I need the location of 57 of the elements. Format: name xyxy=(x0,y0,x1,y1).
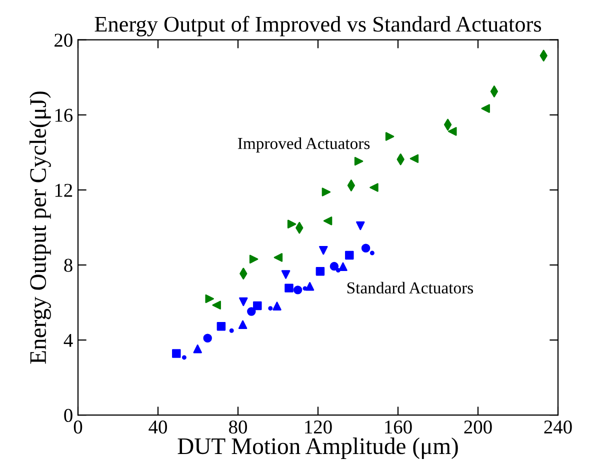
x-tick-label: 200 xyxy=(464,420,492,434)
y-tick-label: 20 xyxy=(54,34,72,47)
x-tick-label: 240 xyxy=(544,420,572,434)
point xyxy=(205,294,214,304)
point xyxy=(322,188,331,196)
point xyxy=(193,344,202,354)
point xyxy=(249,254,258,264)
point xyxy=(410,154,419,163)
x-tick-label: 120 xyxy=(305,420,332,434)
point xyxy=(305,282,314,291)
point xyxy=(239,297,248,306)
point xyxy=(253,301,262,310)
point xyxy=(281,270,290,279)
point xyxy=(212,300,221,310)
y-tick-label: 8 xyxy=(64,258,72,272)
point xyxy=(330,262,339,271)
annotation: Improved Actuators xyxy=(238,137,370,152)
point xyxy=(323,216,332,226)
point xyxy=(490,86,498,98)
point xyxy=(385,132,394,141)
point xyxy=(268,306,273,311)
point xyxy=(247,307,256,316)
point xyxy=(356,221,365,230)
x-tick-label: 40 xyxy=(148,420,167,434)
point xyxy=(338,262,348,272)
point xyxy=(347,180,356,192)
point xyxy=(216,322,226,331)
x-tick-label: 80 xyxy=(229,420,247,434)
point xyxy=(182,355,186,360)
point xyxy=(284,284,294,292)
point xyxy=(293,286,302,294)
point xyxy=(345,250,354,260)
point xyxy=(448,127,457,136)
point xyxy=(172,349,181,358)
point xyxy=(361,244,370,252)
point xyxy=(319,246,328,255)
point xyxy=(316,266,325,276)
point xyxy=(354,156,364,166)
point xyxy=(274,253,283,262)
x-tick-label: 0 xyxy=(74,420,82,434)
y-tick-label: 16 xyxy=(55,108,73,122)
point xyxy=(238,320,248,330)
chart-title: Energy Output of Improved vs Standard Actuators xyxy=(94,16,542,36)
y-tick-label: 12 xyxy=(55,184,72,197)
point xyxy=(370,250,374,256)
point xyxy=(229,328,234,333)
x-axis-title: DUT Motion Amplitude (μm) xyxy=(178,438,458,459)
y-tick-label: 4 xyxy=(64,334,73,347)
point xyxy=(203,334,212,343)
point xyxy=(370,183,378,192)
annotation: Standard Actuators xyxy=(347,282,474,294)
x-tick-label: 160 xyxy=(385,420,412,434)
point xyxy=(287,220,296,228)
point xyxy=(481,104,490,113)
y-axis-title: Energy Output per Cycle(μJ) xyxy=(29,92,51,364)
y-tick-label: 0 xyxy=(64,408,72,422)
point xyxy=(272,302,282,310)
